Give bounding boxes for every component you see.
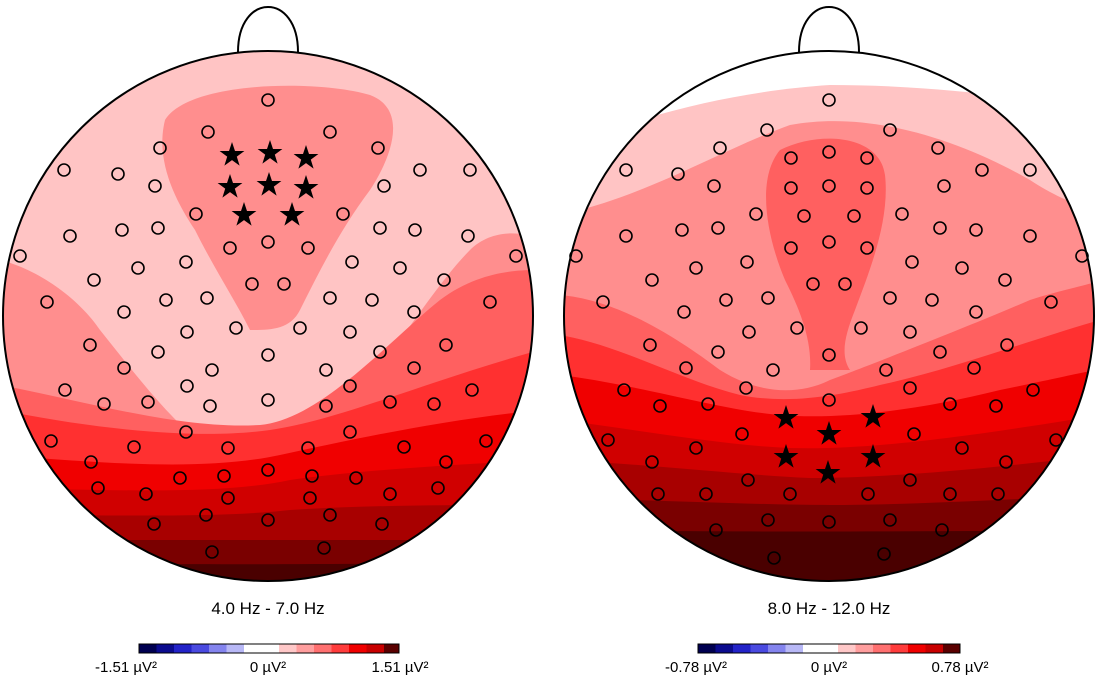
star-marker [815,460,841,484]
topomap-alpha: 8.0 Hz - 12.0 Hz -0.78 µV² 0 µV² 0.78 µV… [563,6,1095,676]
star-marker [860,444,886,468]
star-marker [279,202,305,226]
star-marker [860,404,886,428]
star-marker [773,405,799,429]
electrodes [569,93,1089,565]
star-marker [257,140,283,164]
colorbar: -1.51 µV² 0 µV² 1.51 µV² [95,643,429,676]
head-outline [563,50,1095,582]
star-marker [293,145,319,169]
star-marker [816,421,842,445]
colorbar: -0.78 µV² 0 µV² 0.78 µV² [665,643,989,676]
star-marker [293,175,319,199]
colorbar-min-label: -1.51 µV² [95,659,157,676]
significant-electrodes [217,140,319,226]
star-marker [217,174,243,198]
colorbar-max-label: 0.78 µV² [931,659,988,676]
colorbar-max-label: 1.51 µV² [371,659,428,676]
colorbar-min-label: -0.78 µV² [665,659,727,676]
colorbar-zero-label: 0 µV² [811,659,847,676]
topomap-alpha-contours [564,51,1094,581]
topomap-theta-contours [3,51,533,581]
head-nose [237,6,299,53]
panel-title: 8.0 Hz - 12.0 Hz [768,599,891,618]
head-nose [798,6,860,53]
colorbar-zero-label: 0 µV² [250,659,286,676]
star-marker [231,202,257,226]
electrodes [13,93,523,559]
star-marker [773,444,799,468]
star-marker [256,172,282,196]
panel-title: 4.0 Hz - 7.0 Hz [211,599,324,618]
star-marker [219,142,245,166]
topomap-theta: 4.0 Hz - 7.0 Hz -1.51 µV² 0 µV² 1.51 µV² [2,6,534,676]
head-outline [2,50,534,582]
significant-electrodes [773,404,886,484]
